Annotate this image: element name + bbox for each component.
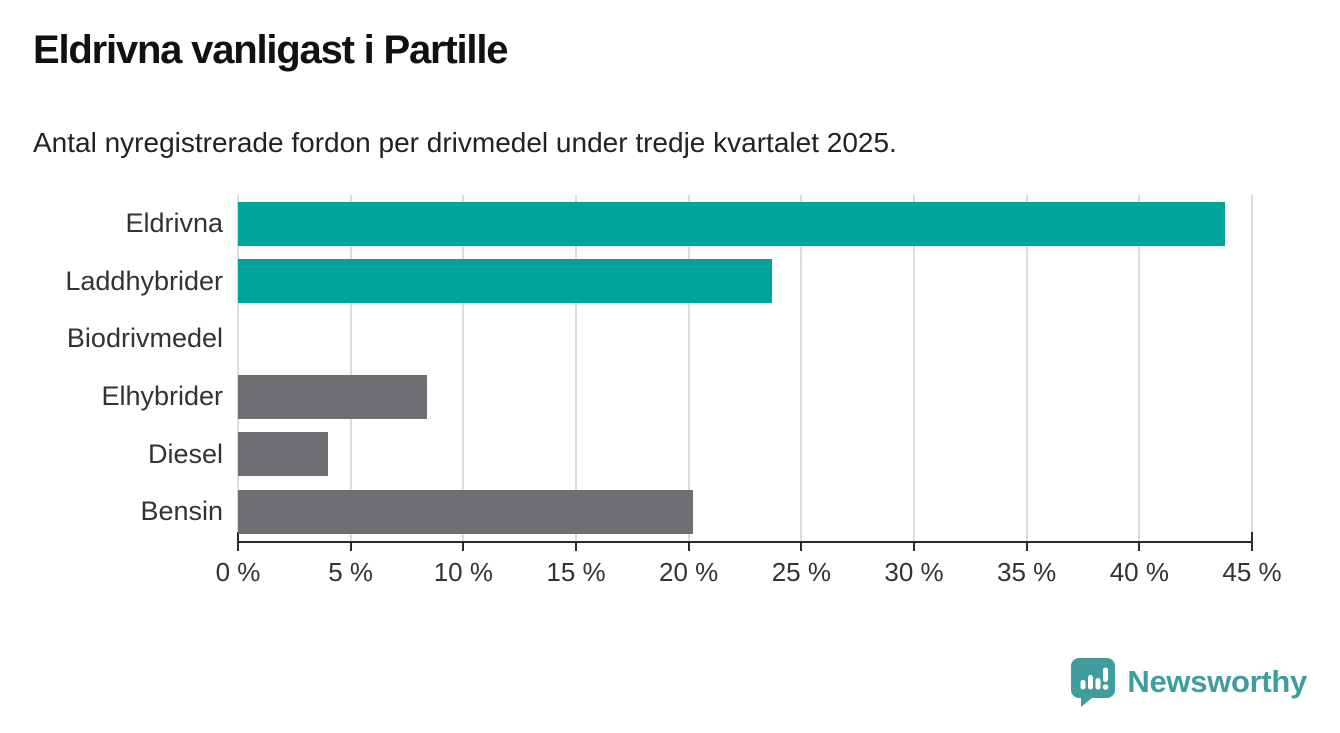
bar-row-biodrivmedel	[238, 310, 1252, 368]
axis-tick-label-25: 25 %	[771, 557, 831, 587]
axis-tick-label-40: 40 %	[1109, 557, 1169, 587]
bar-row-diesel	[238, 426, 1252, 484]
axis-tick-label-0: 0 %	[215, 557, 261, 587]
gridline-5	[349, 195, 352, 541]
newsworthy-speech-bubble-chart-icon	[1071, 658, 1116, 707]
bar-bensin	[238, 490, 694, 535]
bar-diesel	[238, 432, 329, 477]
category-label-eldrivna: Eldrivna	[125, 208, 223, 238]
category-label-biodrivmedel: Biodrivmedel	[66, 323, 223, 354]
category-labels-column: Eldrivna Laddhybrider Biodrivmedel Elhybrid…	[0, 195, 223, 541]
axis-tick-0	[237, 543, 239, 551]
gridline-45	[1251, 195, 1253, 541]
gridline-35	[1025, 195, 1028, 541]
axis-end-cap-0	[237, 532, 239, 543]
axis-tick-40	[1138, 543, 1141, 551]
bar-laddhybrider	[238, 259, 773, 304]
axis-tick-label-5: 5 %	[328, 557, 374, 587]
gridline-15	[575, 195, 577, 541]
bar-row-eldrivna	[238, 195, 1252, 253]
category-label-elhybrider: Elhybrider	[101, 380, 223, 411]
gridline-0	[237, 195, 239, 541]
category-label-laddhybrider: Laddhybrider	[65, 265, 223, 296]
axis-tick-30	[913, 543, 915, 551]
gridline-25	[800, 195, 803, 541]
bar-row-elhybrider	[238, 368, 1252, 426]
gridline-40	[1138, 195, 1141, 541]
gridline-30	[913, 195, 915, 541]
gridline-10	[462, 195, 465, 541]
axis-tick-35	[1025, 543, 1028, 551]
newsworthy-brand-text: Newsworthy	[1127, 664, 1307, 699]
x-axis: 0 % 5 % 10 % 15 % 20 % 25 % 30 % 35 % 40 % 45 %	[216, 532, 1282, 603]
axis-tick-label-20: 20 %	[659, 557, 719, 587]
axis-tick-15	[575, 543, 577, 551]
axis-tick-label-45: 45 %	[1222, 557, 1282, 587]
category-label-bensin: Bensin	[140, 496, 223, 527]
axis-tick-5	[349, 543, 352, 551]
bar-elhybrider	[238, 374, 428, 419]
axis-end-cap-45	[1251, 532, 1253, 543]
axis-tick-label-10: 10 %	[433, 557, 493, 587]
axis-tick-label-30: 30 %	[884, 557, 944, 587]
plot-area	[237, 195, 1253, 541]
newsworthy-logo: Newsworthy	[1069, 656, 1307, 708]
chart-title: Eldrivna vanligast i Partille	[33, 28, 508, 72]
bar-row-bensin	[238, 483, 1252, 541]
category-label-diesel: Diesel	[147, 438, 223, 469]
bar-eldrivna	[238, 201, 1225, 246]
axis-tick-label-15: 15 %	[546, 557, 606, 587]
axis-tick-20	[687, 543, 690, 551]
axis-tick-45	[1251, 543, 1253, 551]
axis-tick-10	[462, 543, 465, 551]
axis-tick-25	[800, 543, 803, 551]
chart-subtitle: Antal nyregistrerade fordon per drivmede…	[33, 127, 897, 158]
axis-tick-label-35: 35 %	[997, 557, 1057, 587]
gridline-20	[687, 195, 690, 541]
bar-row-laddhybrider	[238, 253, 1252, 311]
